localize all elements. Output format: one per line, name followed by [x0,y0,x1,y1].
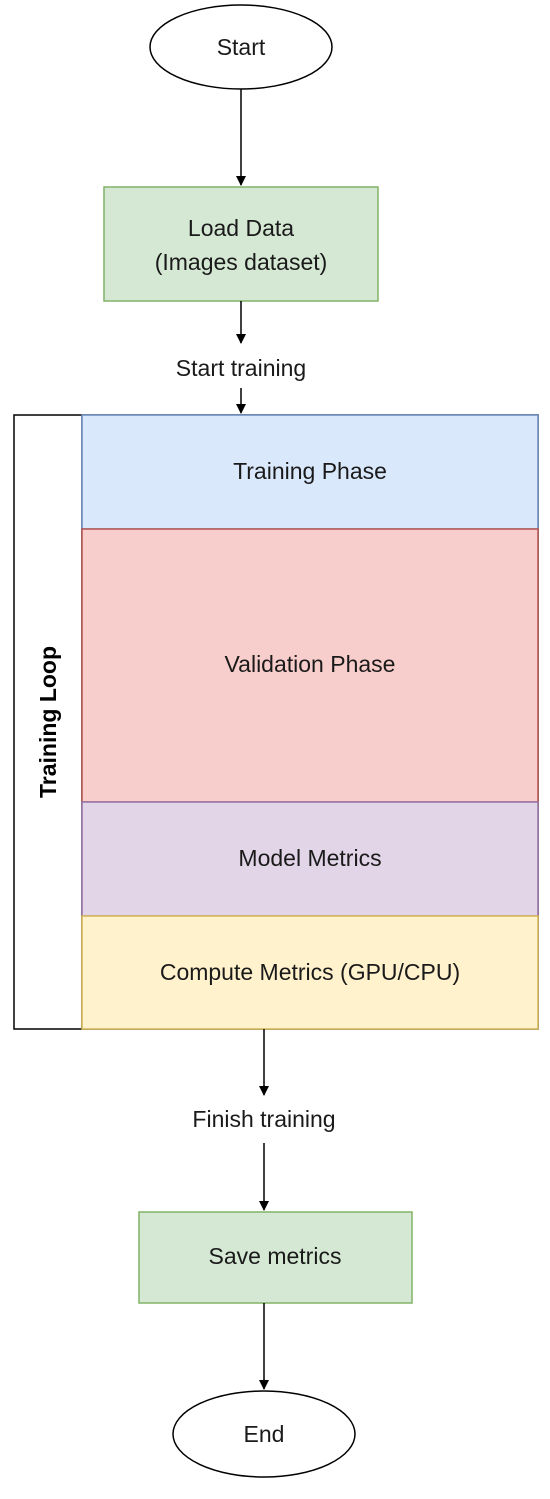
load-data-label-line2: (Images dataset) [155,249,328,275]
end-node: End [172,1390,356,1478]
load-data-node: Load Data (Images dataset) [103,186,379,302]
training-loop-title: Training Loop [35,646,61,798]
phase-model-metrics: Model Metrics [81,801,539,917]
start-training-label: Start training [176,355,306,381]
start-label: Start [217,34,266,60]
training-phase-label: Training Phase [233,458,387,484]
load-data-label-line1: Load Data [188,215,294,241]
save-metrics-label: Save metrics [209,1243,342,1269]
finish-training-label: Finish training [192,1106,335,1132]
compute-metrics-label: Compute Metrics (GPU/CPU) [160,959,460,985]
phase-training: Training Phase [81,414,539,530]
start-node: Start [149,4,333,90]
save-metrics-node: Save metrics [138,1211,413,1304]
end-label: End [244,1421,285,1447]
phase-validation: Validation Phase [81,528,539,803]
validation-phase-label: Validation Phase [225,651,396,677]
phase-compute-metrics: Compute Metrics (GPU/CPU) [81,915,539,1030]
model-metrics-label: Model Metrics [238,845,381,871]
